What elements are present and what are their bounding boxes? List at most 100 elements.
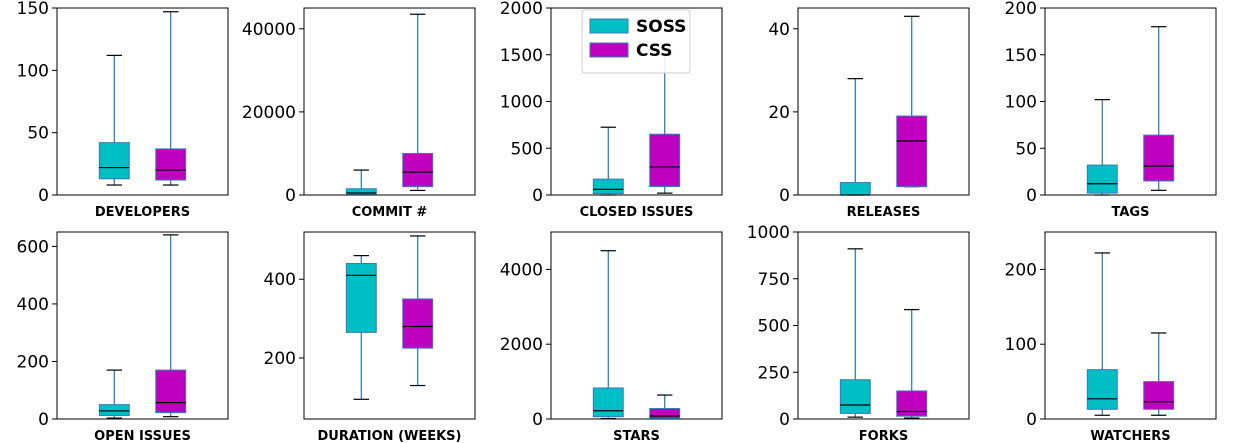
x-axis-label: DEVELOPERS: [95, 205, 190, 220]
x-axis-label: FORKS: [859, 429, 908, 443]
y-tick-label: 0: [1026, 186, 1037, 206]
y-tick-label: 400: [17, 295, 49, 315]
y-tick-label: 200: [264, 349, 296, 369]
box-body: [155, 369, 187, 414]
y-tick-label: 50: [1015, 139, 1037, 159]
box-body: [155, 148, 187, 181]
box-soss: [839, 248, 871, 418]
box-body: [98, 404, 130, 417]
y-tick-label: 200: [17, 352, 49, 372]
x-axis-label: TAGS: [1112, 205, 1150, 220]
box-soss: [592, 250, 624, 420]
box-css: [649, 394, 681, 420]
box-soss: [345, 169, 377, 196]
y-tick-label: 400: [264, 270, 296, 290]
box-body: [839, 182, 871, 196]
legend: SOSS CSS: [581, 9, 691, 74]
box-soss: [592, 126, 624, 196]
panel-releases: 0 20 40 RELEASES: [768, 7, 970, 220]
y-tick-label: 0: [779, 410, 790, 430]
box-soss: [1086, 99, 1118, 196]
box-body: [1143, 381, 1175, 410]
panel-tags: 0 50 100 150 200 TAGS: [1005, 0, 1217, 220]
box-soss: [98, 54, 130, 186]
y-tick-label: 0: [1026, 410, 1037, 430]
legend-label-css: CSS: [636, 41, 673, 61]
box-soss: [839, 78, 871, 196]
box-body: [402, 298, 434, 349]
box-body: [896, 115, 928, 188]
axes-frame: [797, 231, 970, 420]
x-axis-label: CLOSED ISSUES: [580, 205, 694, 220]
y-tick-label: 150: [17, 0, 49, 19]
box-body: [649, 408, 681, 419]
box-css: [402, 235, 434, 387]
box-css: [649, 54, 681, 194]
x-axis-label: OPEN ISSUES: [94, 429, 191, 443]
box-body: [1086, 164, 1118, 194]
y-tick-label: 100: [1005, 93, 1037, 113]
box-soss: [1086, 252, 1118, 416]
y-tick-label: 2000: [500, 335, 543, 355]
y-tick-label: 0: [38, 186, 49, 206]
y-tick-label: 150: [1005, 46, 1037, 66]
box-css: [402, 13, 434, 192]
axes-frame: [56, 7, 229, 196]
panel-commit: 0 20000 40000 COMMIT #: [242, 7, 476, 220]
panel-duration-weeks: 200 400 DURATION (WEEKS): [264, 231, 476, 443]
panel-closed-issues: 0 500 1000 1500 2000 CLOSED ISSUES: [500, 0, 723, 220]
y-tick-label: 500: [758, 317, 790, 337]
y-tick-label: 0: [532, 410, 543, 430]
y-tick-label: 40: [768, 20, 790, 40]
axes-frame: [550, 231, 723, 420]
y-tick-label: 2000: [500, 0, 543, 19]
box-body: [345, 188, 377, 195]
panel-stars: 0 2000 4000 STARS: [500, 231, 723, 443]
box-body: [98, 142, 130, 180]
box-body: [345, 262, 377, 333]
x-axis-label: STARS: [613, 429, 660, 443]
y-tick-label: 1500: [500, 46, 543, 66]
panel-open-issues: 0 200 400 600 OPEN ISSUES: [17, 231, 229, 443]
box-css: [896, 15, 928, 188]
panel-watchers: 0 100 200 WATCHERS: [1005, 231, 1217, 443]
box-soss: [98, 369, 130, 419]
box-body: [839, 379, 871, 414]
y-tick-label: 250: [758, 363, 790, 383]
box-css: [896, 309, 928, 419]
y-tick-label: 0: [285, 186, 296, 206]
y-tick-label: 200: [1005, 260, 1037, 280]
legend-swatch-soss: [589, 18, 629, 34]
box-css: [1143, 332, 1175, 416]
panel-forks: 0 250 500 750 1000 FORKS: [747, 223, 970, 443]
axes-frame: [1044, 7, 1217, 196]
y-tick-label: 4000: [500, 260, 543, 280]
box-body: [1143, 134, 1175, 182]
y-tick-label: 20000: [242, 103, 296, 123]
box-css: [155, 11, 187, 186]
y-tick-label: 1000: [747, 223, 790, 243]
y-tick-label: 20: [768, 103, 790, 123]
x-axis-label: RELEASES: [847, 205, 921, 220]
box-css: [155, 234, 187, 418]
y-tick-label: 50: [27, 124, 49, 144]
axes-frame: [1044, 231, 1217, 420]
y-tick-label: 1000: [500, 93, 543, 113]
axes-frame: [56, 231, 229, 420]
y-tick-label: 600: [17, 237, 49, 257]
y-tick-label: 0: [532, 186, 543, 206]
box-body: [592, 178, 624, 195]
y-tick-label: 0: [779, 186, 790, 206]
axes-frame: [797, 7, 970, 196]
box-body: [402, 152, 434, 188]
x-axis-label: WATCHERS: [1090, 429, 1170, 443]
y-tick-label: 100: [1005, 335, 1037, 355]
box-soss: [345, 255, 377, 400]
box-body: [1086, 369, 1118, 410]
panel-developers: 0 50 100 150 DEVELOPERS: [17, 0, 229, 220]
box-css: [1143, 26, 1175, 191]
x-axis-label: COMMIT #: [352, 205, 428, 220]
box-body: [896, 390, 928, 417]
box-body: [649, 133, 681, 188]
